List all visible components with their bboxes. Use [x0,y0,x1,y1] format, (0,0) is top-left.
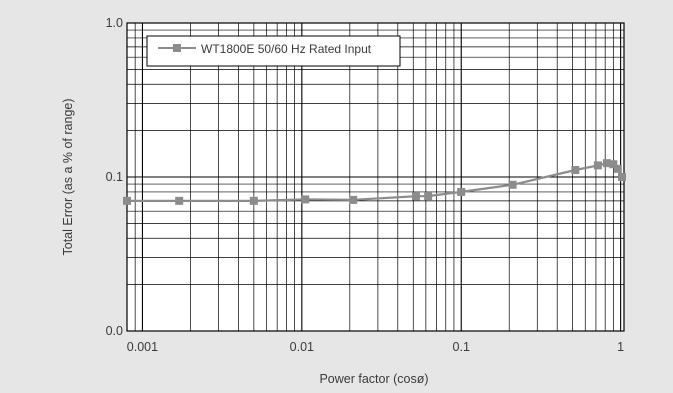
data-point [301,195,310,204]
data-point [249,196,258,205]
x-axis-label: Power factor (cosø) [319,372,428,386]
data-point [424,192,433,201]
data-point [123,196,131,205]
data-point [617,173,626,181]
data-point [508,180,517,189]
data-point [613,164,622,173]
x-tick-label: 0.1 [453,340,470,354]
data-point [609,160,618,169]
series-layer [123,159,626,205]
y-tick-label: 0.0 [106,324,123,338]
legend-box [146,35,401,67]
data-point [602,159,611,168]
x-tick-label: 1 [617,340,624,354]
tick-label-layer: 0.001 0.01 0.1 1 0.0 0.1 1.0 [106,16,625,354]
grid-layer [126,22,624,332]
y-axis-label: Total Error (as a % of range) [61,98,75,255]
data-point [349,195,358,204]
y-tick-label: 1.0 [106,16,123,30]
data-point [593,161,602,170]
legend: WT1800E 50/60 Hz Rated Input [146,35,401,67]
x-tick-label: 0.001 [127,340,158,354]
y-tick-label: 0.1 [106,170,123,184]
legend-marker [173,44,181,52]
data-point [457,187,466,196]
data-point [411,192,420,201]
legend-label: WT1800E 50/60 Hz Rated Input [201,42,372,56]
data-point [175,196,184,205]
x-tick-label: 0.01 [290,340,314,354]
data-point [571,166,580,175]
